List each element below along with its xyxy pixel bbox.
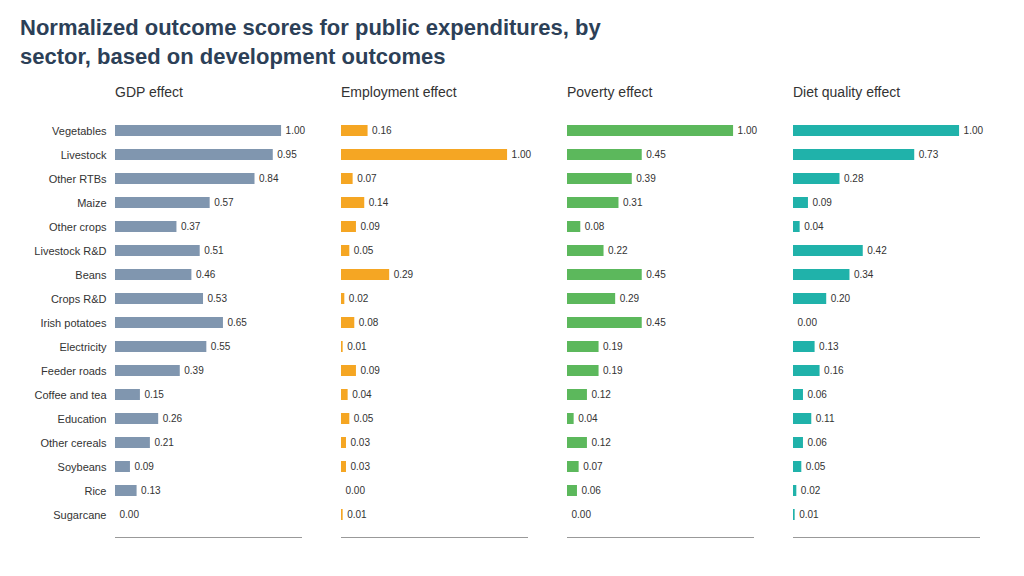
svg-text:0.09: 0.09 <box>812 197 832 208</box>
svg-text:0.28: 0.28 <box>844 173 864 184</box>
html-text:Employment effect: Employment effect <box>341 84 457 101</box>
svg-text:0.03: 0.03 <box>350 437 370 448</box>
svg-text:0.15: 0.15 <box>144 389 164 400</box>
svg-text:1.00: 1.00 <box>286 125 306 136</box>
svg-text:0.26: 0.26 <box>163 413 183 424</box>
svg-text:0.14: 0.14 <box>369 197 389 208</box>
svg-text:0.07: 0.07 <box>583 461 603 472</box>
svg-text:0.13: 0.13 <box>819 341 839 352</box>
svg-text:0.84: 0.84 <box>259 173 279 184</box>
svg-text:Crops R&D: Crops R&D <box>51 293 107 305</box>
svg-text:Electricity: Electricity <box>59 341 107 353</box>
svg-text:Maize: Maize <box>77 197 106 209</box>
svg-text:0.06: 0.06 <box>807 389 827 400</box>
html-text:Diet quality effect: Diet quality effect <box>793 84 901 101</box>
svg-text:0.16: 0.16 <box>372 125 392 136</box>
svg-text:0.31: 0.31 <box>623 197 643 208</box>
svg-text:0.01: 0.01 <box>799 509 819 520</box>
svg-text:0.05: 0.05 <box>354 413 374 424</box>
svg-text:0.57: 0.57 <box>214 197 234 208</box>
svg-text:0.04: 0.04 <box>352 389 372 400</box>
svg-text:0.16: 0.16 <box>824 365 844 376</box>
svg-text:0.53: 0.53 <box>208 293 228 304</box>
svg-text:Livestock R&D: Livestock R&D <box>34 245 106 257</box>
svg-text:0.45: 0.45 <box>646 317 666 328</box>
svg-text:1.00: 1.00 <box>738 125 758 136</box>
svg-text:Feeder roads: Feeder roads <box>41 365 107 377</box>
html-text:GDP effect: GDP effect <box>115 84 183 101</box>
svg-text:Soybeans: Soybeans <box>58 461 107 473</box>
svg-text:0.95: 0.95 <box>277 149 297 160</box>
html-text:Normalized outcome scores for: Normalized outcome scores for public exp… <box>20 15 601 69</box>
svg-text:0.11: 0.11 <box>816 413 835 424</box>
svg-text:0.06: 0.06 <box>807 437 827 448</box>
svg-text:Sugarcane: Sugarcane <box>53 509 106 521</box>
svg-text:0.39: 0.39 <box>636 173 656 184</box>
svg-text:0.04: 0.04 <box>578 413 598 424</box>
svg-text:0.00: 0.00 <box>798 317 818 328</box>
svg-text:0.00: 0.00 <box>346 485 366 496</box>
svg-text:0.08: 0.08 <box>359 317 379 328</box>
svg-text:0.20: 0.20 <box>831 293 851 304</box>
svg-text:0.07: 0.07 <box>357 173 377 184</box>
svg-text:Vegetables: Vegetables <box>52 125 107 137</box>
svg-text:0.09: 0.09 <box>360 365 380 376</box>
svg-text:0.29: 0.29 <box>394 269 414 280</box>
svg-text:0.06: 0.06 <box>581 485 601 496</box>
svg-text:0.65: 0.65 <box>227 317 247 328</box>
svg-text:0.01: 0.01 <box>347 509 367 520</box>
svg-text:1.00: 1.00 <box>964 125 984 136</box>
html-text:Poverty effect: Poverty effect <box>567 84 653 101</box>
svg-text:0.12: 0.12 <box>591 389 611 400</box>
svg-text:0.19: 0.19 <box>603 341 623 352</box>
svg-text:0.37: 0.37 <box>181 221 201 232</box>
svg-text:0.03: 0.03 <box>350 461 370 472</box>
svg-text:0.02: 0.02 <box>349 293 369 304</box>
svg-text:0.45: 0.45 <box>646 149 666 160</box>
svg-text:0.55: 0.55 <box>211 341 231 352</box>
svg-text:1.00: 1.00 <box>512 149 532 160</box>
svg-text:0.08: 0.08 <box>585 221 605 232</box>
svg-text:0.04: 0.04 <box>804 221 824 232</box>
svg-text:0.21: 0.21 <box>154 437 174 448</box>
svg-text:Education: Education <box>58 413 107 425</box>
svg-text:0.05: 0.05 <box>806 461 826 472</box>
svg-text:0.00: 0.00 <box>120 509 140 520</box>
svg-text:Livestock: Livestock <box>61 149 107 161</box>
svg-text:Other crops: Other crops <box>49 221 107 233</box>
svg-text:0.02: 0.02 <box>801 485 821 496</box>
svg-text:0.19: 0.19 <box>603 365 623 376</box>
svg-text:0.73: 0.73 <box>919 149 939 160</box>
svg-text:0.39: 0.39 <box>184 365 204 376</box>
svg-text:Other cereals: Other cereals <box>40 437 107 449</box>
svg-text:Other RTBs: Other RTBs <box>49 173 107 185</box>
svg-text:0.42: 0.42 <box>867 245 887 256</box>
svg-text:0.29: 0.29 <box>620 293 640 304</box>
svg-text:Irish potatoes: Irish potatoes <box>40 317 107 329</box>
svg-text:0.46: 0.46 <box>196 269 216 280</box>
svg-text:0.13: 0.13 <box>141 485 161 496</box>
svg-text:0.12: 0.12 <box>591 437 611 448</box>
svg-text:Coffee and tea: Coffee and tea <box>35 389 108 401</box>
svg-text:0.09: 0.09 <box>134 461 154 472</box>
svg-text:0.45: 0.45 <box>646 269 666 280</box>
svg-text:0.34: 0.34 <box>854 269 874 280</box>
svg-text:0.22: 0.22 <box>608 245 628 256</box>
svg-text:Beans: Beans <box>75 269 107 281</box>
svg-text:Rice: Rice <box>84 485 106 497</box>
svg-text:0.09: 0.09 <box>360 221 380 232</box>
svg-text:0.51: 0.51 <box>204 245 224 256</box>
svg-text:0.05: 0.05 <box>354 245 374 256</box>
svg-text:0.01: 0.01 <box>347 341 367 352</box>
svg-text:0.00: 0.00 <box>572 509 592 520</box>
